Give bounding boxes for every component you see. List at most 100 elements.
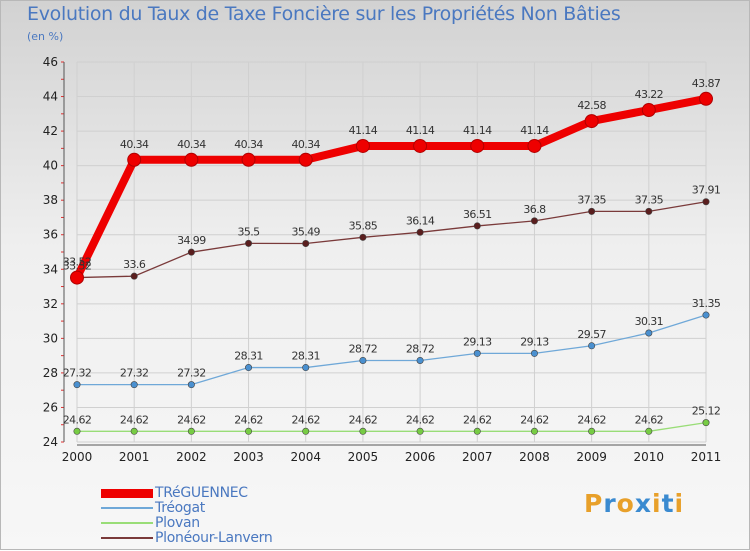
data-label-treogat: 29.57 [577, 328, 606, 341]
logo-letter: o [616, 489, 635, 518]
point-treogat [588, 342, 596, 350]
point-ploneour-lanvern [416, 228, 424, 236]
point-treogat [530, 349, 538, 357]
data-label-treguennec: 42.58 [577, 99, 606, 112]
data-label-treguennec: 33.52 [63, 256, 92, 269]
logo-letter: P [584, 489, 604, 518]
point-ploneour-lanvern [530, 217, 538, 225]
x-tick-label: 2009 [576, 450, 607, 464]
data-label-treogat: 27.32 [177, 367, 206, 380]
data-label-treogat: 28.72 [349, 342, 378, 355]
point-plovan [359, 427, 367, 435]
point-treguennec [70, 270, 84, 285]
y-tick-label: 38 [43, 193, 58, 207]
logo-letter: i [652, 489, 662, 518]
data-label-ploneour-lanvern: 37.35 [635, 193, 664, 206]
legend-swatch-plovan [101, 522, 153, 524]
data-label-treguennec: 41.14 [406, 124, 435, 137]
legend-label-treogat: Tréogat [155, 500, 205, 516]
point-ploneour-lanvern [473, 222, 481, 230]
series-line-treogat [77, 314, 707, 386]
point-treguennec [699, 91, 713, 106]
point-treguennec [298, 152, 313, 167]
x-tick-label: 2010 [634, 450, 665, 464]
legend-swatch-treguennec [101, 489, 153, 498]
point-ploneour-lanvern [359, 233, 367, 241]
data-label-plovan: 24.62 [120, 413, 149, 426]
data-label-treogat: 28.31 [291, 350, 320, 363]
point-plovan [302, 427, 310, 435]
data-label-plovan: 24.62 [635, 413, 664, 426]
series-layer [70, 91, 713, 435]
point-ploneour-lanvern [302, 240, 310, 248]
point-plovan [187, 427, 195, 435]
axes: 2000 2001 2002 2003 2004 2005 2006 2007 2008 2009… [43, 55, 722, 464]
data-label-plovan: 24.62 [520, 413, 549, 426]
data-label-treogat: 29.13 [520, 335, 549, 348]
x-tick-label: 2011 [691, 450, 722, 464]
data-label-treogat: 27.32 [120, 367, 149, 380]
y-tick-label: 40 [43, 159, 58, 173]
x-tick-label: 2004 [290, 450, 321, 464]
y-tick-label: 24 [43, 435, 58, 449]
point-plovan [245, 427, 253, 435]
point-ploneour-lanvern [645, 207, 653, 215]
data-label-ploneour-lanvern: 35.5 [237, 225, 260, 238]
y-tick-label: 36 [43, 228, 58, 242]
data-label-ploneour-lanvern: 35.49 [291, 226, 320, 239]
data-label-ploneour-lanvern: 37.91 [692, 184, 721, 197]
value-labels: 24.62 24.62 24.62 24.62 24.62 24.62 24.62 24.62… [63, 77, 722, 427]
point-plovan [73, 427, 81, 435]
point-treogat [73, 381, 81, 389]
point-treguennec [470, 138, 485, 153]
data-label-treogat: 28.31 [234, 350, 263, 363]
y-tick-label: 44 [43, 90, 58, 104]
data-label-treguennec: 40.34 [291, 138, 320, 151]
point-treguennec [413, 138, 428, 153]
data-label-treguennec: 40.34 [234, 138, 263, 151]
x-tick-label: 2002 [176, 450, 207, 464]
data-label-treguennec: 41.14 [520, 124, 549, 137]
data-label-ploneour-lanvern: 37.35 [577, 193, 606, 206]
point-plovan [530, 427, 538, 435]
y-tick-label: 28 [43, 366, 58, 380]
point-treogat [245, 364, 253, 372]
data-label-treogat: 31.35 [692, 297, 721, 310]
legend-label-ploneour-lanvern: Plonéour-Lanvern [155, 530, 273, 546]
point-plovan [473, 427, 481, 435]
data-label-plovan: 24.62 [577, 413, 606, 426]
point-ploneour-lanvern [187, 248, 195, 256]
y-tick-label: 46 [43, 55, 58, 69]
data-label-treguennec: 40.34 [177, 138, 206, 151]
point-treguennec [584, 114, 599, 129]
point-treogat [645, 329, 653, 337]
legend-swatch-ploneour-lanvern [101, 537, 153, 539]
legend-label-plovan: Plovan [155, 515, 200, 531]
point-treguennec [184, 152, 199, 167]
y-tick-label: 42 [43, 124, 58, 138]
point-treguennec [355, 138, 370, 153]
y-tick-label: 32 [43, 297, 58, 311]
point-treguennec [241, 152, 256, 167]
data-label-treguennec: 43.87 [692, 77, 721, 90]
y-tick-label: 30 [43, 331, 58, 345]
point-treogat [302, 364, 310, 372]
logo-letter: i [674, 489, 685, 518]
data-label-treguennec: 40.34 [120, 138, 149, 151]
point-ploneour-lanvern [702, 198, 710, 206]
x-tick-label: 2000 [62, 450, 93, 464]
data-label-ploneour-lanvern: 34.99 [177, 234, 206, 247]
x-tick-label: 2005 [348, 450, 379, 464]
chart-title: Evolution du Taux de Taxe Foncière sur l… [27, 3, 621, 25]
data-label-treogat: 30.31 [635, 315, 664, 328]
x-tick-label: 2001 [119, 450, 150, 464]
data-label-plovan: 24.62 [463, 413, 492, 426]
data-label-treguennec: 41.14 [463, 124, 492, 137]
point-treguennec [641, 103, 656, 118]
data-label-ploneour-lanvern: 33.52 [63, 260, 92, 273]
data-label-treogat: 28.72 [406, 342, 435, 355]
point-plovan [130, 427, 138, 435]
data-label-plovan: 24.62 [291, 413, 320, 426]
point-plovan [588, 427, 596, 435]
